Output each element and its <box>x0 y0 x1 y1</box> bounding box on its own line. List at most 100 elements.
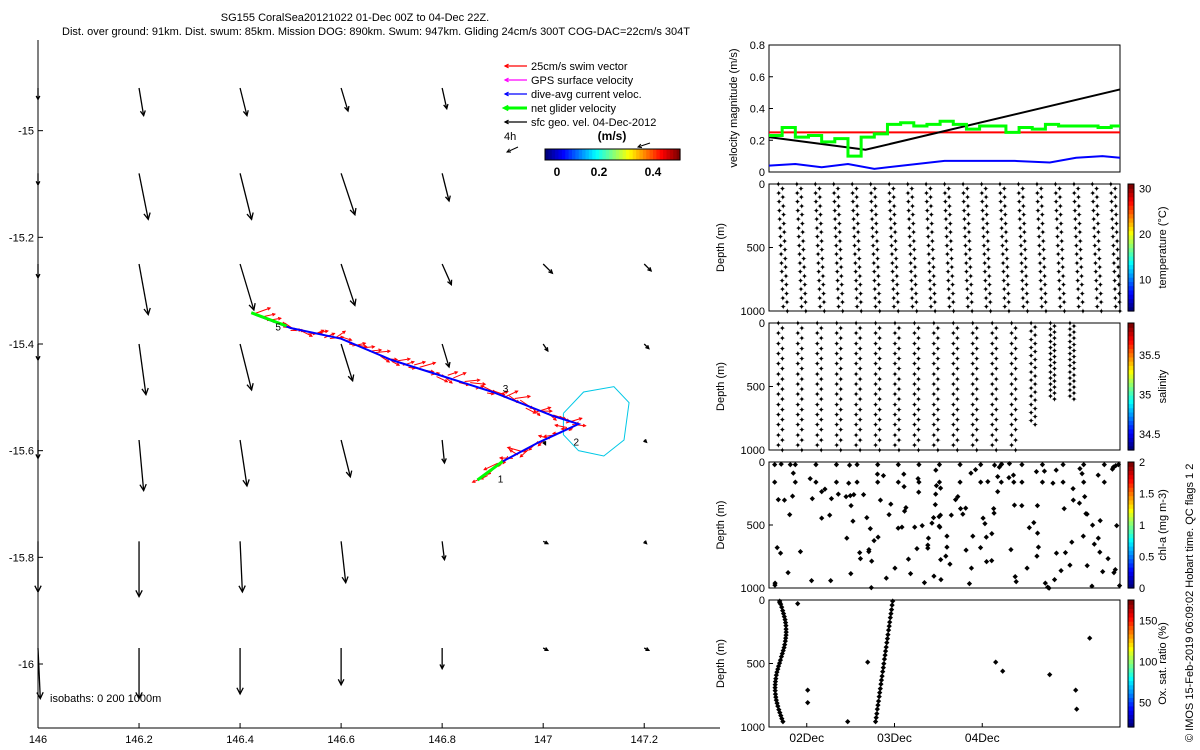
salinity-point: ✦ <box>794 319 801 328</box>
salinity-point: ✦ <box>1047 319 1054 328</box>
salinity-point: ✦ <box>892 339 899 348</box>
temperature-point: ✦ <box>800 254 807 263</box>
temperature-point: ✦ <box>801 272 808 281</box>
chla-point: ◆ <box>1011 472 1017 479</box>
salinity-cbar-tick-label: 34.5 <box>1139 429 1160 441</box>
salinity-point: ✦ <box>892 370 899 379</box>
geo-vector-head <box>344 105 350 113</box>
oxygen-point: ◆ <box>1000 668 1006 675</box>
salinity-point: ✦ <box>896 416 903 425</box>
salinity-colorbar-cell <box>1128 407 1134 413</box>
temperature-point: ✦ <box>1112 202 1119 211</box>
salinity-point: ✦ <box>1028 352 1035 361</box>
salinity-point: ✦ <box>775 421 782 430</box>
geo-vector <box>441 173 450 202</box>
temperature-point: ✦ <box>1042 289 1049 298</box>
salinity-point: ✦ <box>872 349 879 358</box>
salinity-point: ✦ <box>1047 392 1054 401</box>
salinity-point: ✦ <box>993 334 1000 343</box>
temperature-point: ✦ <box>964 276 971 285</box>
chla-point: ◆ <box>1117 582 1123 589</box>
salinity-point: ✦ <box>1067 368 1074 377</box>
temperature-point: ✦ <box>964 184 971 193</box>
salinity-cbar-label: salinity <box>1157 369 1169 403</box>
salinity-point: ✦ <box>950 410 957 419</box>
swim-vector-head <box>342 330 347 335</box>
chla-point: ◆ <box>869 584 875 591</box>
salinity-point: ✦ <box>896 395 903 404</box>
salinity-point: ✦ <box>973 344 980 353</box>
salinity-point: ✦ <box>798 324 805 333</box>
salinity-point: ✦ <box>1032 388 1039 397</box>
salinity-point: ✦ <box>931 349 938 358</box>
temperature-point: ✦ <box>999 233 1006 242</box>
oxygen-point: ◆ <box>780 719 786 726</box>
oxygen-colorbar-cell <box>1128 659 1134 665</box>
temperature-point: ✦ <box>817 202 824 211</box>
salinity-point: ✦ <box>779 355 786 364</box>
salinity-point: ✦ <box>911 421 918 430</box>
oxygen-cbar-tick-label: 150 <box>1139 615 1157 627</box>
chla-point: ◆ <box>1079 470 1085 477</box>
salinity-point: ✦ <box>1028 408 1035 417</box>
temperature-point: ✦ <box>1022 246 1029 255</box>
temperature-point: ✦ <box>853 276 860 285</box>
temperature-y-tick-label: 1000 <box>741 306 765 318</box>
chla-point: ◆ <box>809 577 815 584</box>
salinity-point: ✦ <box>876 416 883 425</box>
temperature-point: ✦ <box>968 289 975 298</box>
temperature-point: ✦ <box>998 215 1005 224</box>
chla-point: ◆ <box>886 511 892 518</box>
temperature-point: ✦ <box>1042 298 1049 307</box>
chla-point: ◆ <box>991 506 997 513</box>
temperature-point: ✦ <box>888 224 895 233</box>
temperature-colorbar-cell <box>1128 302 1134 308</box>
swim-vector <box>436 376 448 383</box>
temperature-point: ✦ <box>931 281 938 290</box>
legend-swatch-head <box>503 119 509 125</box>
chla-point: ◆ <box>1063 550 1069 557</box>
chla-point: ◆ <box>1116 462 1122 469</box>
temperature-point: ✦ <box>837 237 844 246</box>
waypoint-label: 1 <box>498 475 504 486</box>
geo-vector-head <box>443 103 449 111</box>
temperature-colorbar-cell <box>1128 268 1134 274</box>
chla-point: ◆ <box>958 505 964 512</box>
temperature-colorbar-cell <box>1128 298 1134 304</box>
oxygen-point: ◆ <box>890 598 896 605</box>
oxygen-colorbar-cell <box>1128 616 1134 622</box>
temperature-point: ✦ <box>928 211 935 220</box>
salinity-point: ✦ <box>993 446 1000 455</box>
temperature-colorbar-cell <box>1128 255 1134 261</box>
chla-point: ◆ <box>888 501 894 508</box>
oxygen-x-tick-label: 02Dec <box>789 731 824 745</box>
salinity-colorbar-cell <box>1128 390 1134 396</box>
oxygen-point: ◆ <box>783 635 789 642</box>
temperature-point: ✦ <box>852 250 859 259</box>
chla-point: ◆ <box>788 462 794 469</box>
oxygen-colorbar-cell <box>1128 676 1134 682</box>
temperature-point: ✦ <box>1114 237 1121 246</box>
temperature-point: ✦ <box>1092 250 1099 259</box>
chla-colorbar-cell <box>1128 579 1134 585</box>
salinity-point: ✦ <box>896 344 903 353</box>
temperature-colorbar-cell <box>1128 184 1134 189</box>
chla-point: ◆ <box>819 515 825 522</box>
salinity-point: ✦ <box>935 426 942 435</box>
temperature-point: ✦ <box>948 254 955 263</box>
salinity-point: ✦ <box>872 390 879 399</box>
oxygen-point: ◆ <box>874 710 880 717</box>
geo-vector <box>138 263 149 315</box>
chla-point: ◆ <box>978 461 984 468</box>
salinity-point: ✦ <box>892 360 899 369</box>
salinity-point: ✦ <box>915 375 922 384</box>
velocity-frame <box>768 44 1121 173</box>
temperature-point: ✦ <box>930 272 937 281</box>
temperature-point: ✦ <box>964 294 971 303</box>
temperature-point: ✦ <box>1095 237 1102 246</box>
temperature-point: ✦ <box>1020 294 1027 303</box>
oxygen-point: ◆ <box>783 638 789 645</box>
salinity-point: ✦ <box>950 319 957 328</box>
temperature-point: ✦ <box>780 202 787 211</box>
